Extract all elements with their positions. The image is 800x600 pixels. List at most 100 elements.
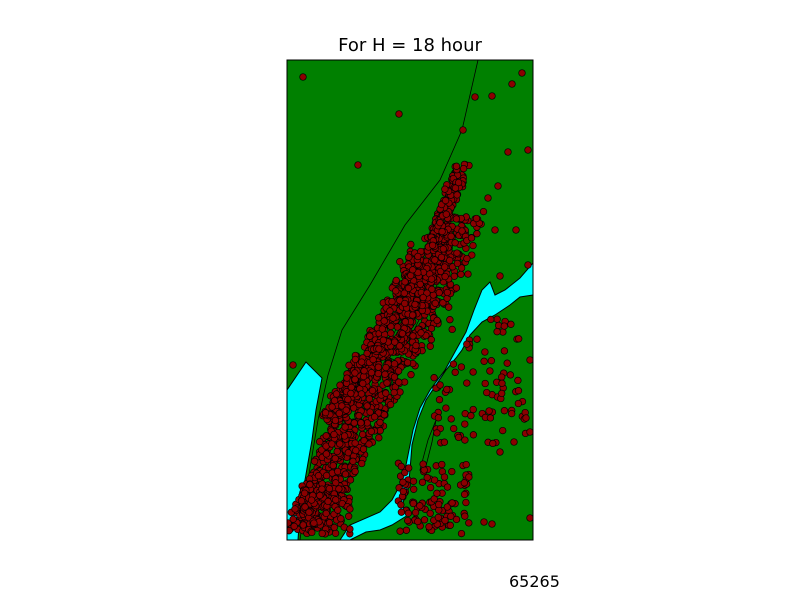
pickup-point [452, 162, 461, 170]
pickup-point [457, 363, 466, 371]
pickup-point [409, 499, 417, 508]
pickup-point [480, 518, 488, 526]
pickup-point [345, 361, 353, 369]
pickup-point [396, 527, 404, 535]
pickup-point [484, 194, 492, 202]
pickup-point [481, 348, 489, 356]
pickup-point [481, 379, 489, 388]
pickup-point [318, 485, 326, 493]
pickup-point [322, 509, 330, 518]
pickup-point [464, 270, 472, 278]
pickup-point [448, 499, 456, 507]
pickup-point [441, 272, 449, 281]
pickup-point [358, 459, 366, 468]
pickup-point [322, 432, 330, 440]
pickup-point [453, 259, 462, 268]
pickup-point [443, 483, 452, 491]
pickup-point [398, 329, 407, 338]
pickup-point [526, 356, 533, 364]
pickup-point [431, 256, 439, 264]
pickup-point [310, 457, 319, 465]
pickup-point [500, 322, 508, 330]
pickup-point [365, 440, 373, 448]
pickup-point [462, 498, 470, 507]
pickup-point [332, 496, 340, 504]
pickup-point [453, 249, 461, 257]
pickup-point [301, 503, 309, 511]
pickup-point [374, 314, 383, 322]
pickup-point [496, 272, 504, 280]
pickup-point [390, 388, 398, 397]
pickup-point [379, 336, 388, 344]
pickup-point [341, 423, 349, 431]
pickup-point [461, 512, 469, 520]
pickup-point [340, 432, 349, 440]
pickup-point [451, 239, 459, 247]
pickup-point [370, 413, 379, 421]
pickup-point [450, 424, 458, 433]
pickup-point [401, 299, 409, 308]
pickup-point [430, 476, 439, 484]
pickup-point [343, 374, 351, 382]
pickup-point [439, 245, 447, 253]
pickup-point [437, 253, 446, 261]
pickup-point [420, 466, 428, 474]
pickup-point [506, 371, 515, 379]
pickup-point [390, 373, 399, 381]
pickup-point [322, 450, 331, 458]
pickup-point [399, 487, 407, 496]
pickup-point [488, 92, 496, 100]
pickup-point [467, 412, 475, 420]
pickup-point [306, 480, 314, 489]
pickup-point [447, 512, 455, 520]
pickup-point [438, 460, 446, 469]
pickup-point [368, 386, 377, 395]
pickup-point [324, 497, 332, 506]
pickup-point [436, 267, 445, 276]
pickup-point [355, 412, 363, 420]
pickup-point [419, 460, 427, 468]
pickup-point [333, 447, 341, 456]
pickup-point [366, 332, 374, 340]
pickup-point [498, 389, 506, 398]
pickup-point [344, 449, 352, 457]
pickup-point [431, 299, 439, 307]
pickup-point [350, 419, 358, 427]
pickup-point [443, 503, 451, 511]
pickup-point [441, 516, 449, 525]
pickup-point [299, 521, 307, 529]
pickup-point [316, 438, 324, 446]
pickup-point [507, 320, 515, 328]
pickup-point [462, 460, 470, 469]
pickup-point [508, 409, 516, 418]
pickup-point [380, 411, 388, 419]
pickup-point [346, 525, 354, 533]
pickup-point [469, 405, 477, 414]
point-count-label: 65265 [509, 572, 560, 591]
pickup-point [496, 448, 504, 456]
pickup-point [337, 515, 345, 523]
pickup-point [325, 485, 334, 493]
pickup-point [405, 253, 413, 261]
pickup-point [396, 258, 404, 266]
pickup-point [435, 500, 443, 509]
pickup-point [345, 512, 353, 520]
pickup-point [389, 314, 397, 322]
pickup-point [485, 407, 493, 415]
pickup-point [358, 358, 366, 366]
pickup-point [430, 374, 438, 382]
pickup-point [363, 349, 371, 358]
pickup-point [374, 369, 382, 378]
pickup-point [514, 376, 522, 385]
pickup-point [518, 69, 526, 77]
pickup-point [483, 388, 491, 397]
pickup-point [452, 515, 461, 524]
pickup-point [440, 438, 449, 446]
pickup-point [332, 390, 341, 398]
pickup-point [404, 509, 413, 517]
pickup-point [447, 232, 455, 240]
pickup-point [357, 390, 366, 398]
pickup-point [402, 526, 411, 534]
pickup-point [360, 367, 368, 375]
pickup-point [446, 256, 454, 265]
